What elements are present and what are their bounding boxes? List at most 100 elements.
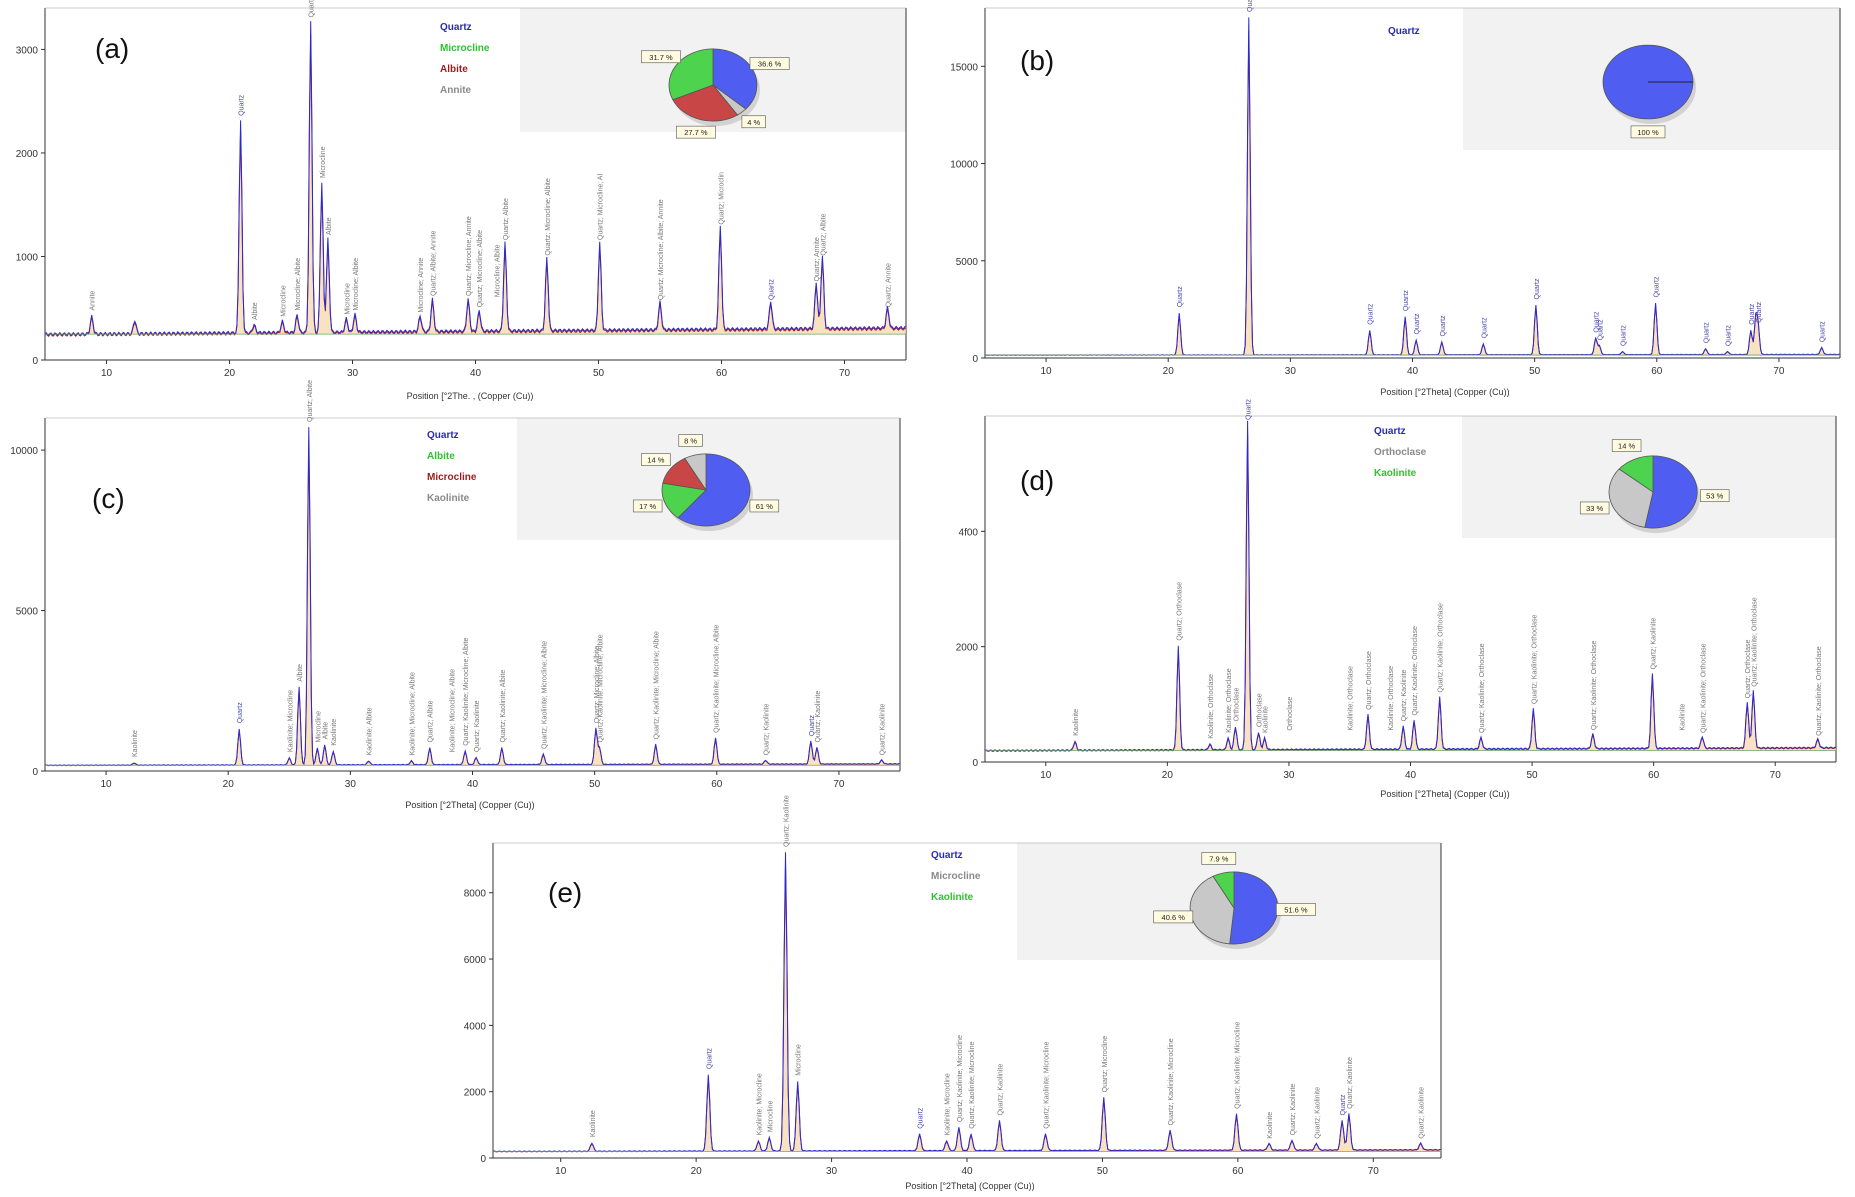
peak-label: Quartz; Kaolinite; Orthoclase — [1531, 615, 1538, 705]
peak-label: Quartz; Kaolinite — [784, 795, 791, 847]
peak-label: Quartz; Kaolinite — [815, 691, 822, 743]
x-tick-label: 40 — [1405, 770, 1417, 781]
peak-label: Quartz; Kaolinite; Microcline — [957, 1035, 964, 1122]
pie-label: 31.7 % — [649, 53, 673, 62]
peak-label: Kaolinite; Microcline — [945, 1073, 952, 1135]
peak-label: Kaolinite — [1073, 709, 1080, 736]
y-tick-label: 0 — [32, 356, 38, 367]
peak-label: Quartz — [1368, 303, 1375, 325]
peak-label: Albite — [297, 664, 304, 682]
pie-label-box — [1276, 903, 1316, 916]
peak-label: Microcline — [280, 285, 287, 317]
x-tick-label: 10 — [555, 1166, 567, 1177]
x-tick-label: 20 — [223, 779, 235, 790]
peak-label: Quartz; Microcline; Albite — [477, 230, 484, 308]
peak-label: Quartz; Kaolinite; Orthoclase — [1751, 597, 1758, 687]
peak-label: Quartz; Albite — [820, 214, 827, 256]
legend-entry: Microcline — [931, 871, 981, 882]
pie-label-box — [749, 57, 790, 70]
legend-entry: Albite — [440, 64, 468, 75]
x-tick-label: 40 — [1407, 366, 1419, 377]
x-tick-label: 30 — [347, 368, 359, 379]
series-observed — [44, 21, 907, 337]
x-tick-label: 70 — [839, 368, 851, 379]
peak-label: Quartz — [1594, 311, 1601, 333]
peak-label: Kaolinite; Microcline — [756, 1073, 763, 1135]
pie-slice — [661, 482, 707, 519]
peak-label: Quartz; Microcline — [1102, 1036, 1109, 1093]
y-tick-label: 4000 — [464, 1021, 487, 1032]
peak-label: Albite — [252, 302, 259, 320]
pie-slice — [1644, 455, 1698, 529]
legend-entry: Quartz — [1374, 426, 1406, 437]
x-tick-label: 30 — [1283, 770, 1295, 781]
panel-a: 0 1000 2000 3000 10 20 30 40 50 60 70 Position [°2T… — [16, 0, 907, 401]
peak-label: Albite — [323, 722, 330, 740]
x-tick-label: 20 — [691, 1166, 703, 1177]
y-tick-label: 2000 — [16, 149, 39, 160]
peak-label: Kaolinite; Microcline; Albite — [409, 672, 416, 755]
x-tick-label: 50 — [593, 368, 605, 379]
peak-label: Quartz — [1481, 317, 1488, 339]
y-tick-label: 2000 — [956, 643, 979, 654]
peak-label: Orthoclase — [1287, 697, 1294, 731]
peak-label: Quartz; Kaolinite; Orthoclase — [1438, 603, 1445, 693]
peak-label: Kaolinite; Orthoclase — [1226, 668, 1233, 733]
peak-label: Quartz; Albite — [309, 0, 316, 18]
peak-label: Quartz; Albite — [503, 198, 510, 240]
x-axis-label: Position [°2Theta] (Copper (Cu)) — [905, 1181, 1034, 1191]
peak-label: Quartz; Orthoclase — [1366, 651, 1373, 710]
peak-label: Quartz — [1597, 319, 1604, 341]
y-tick-label: 0 — [480, 1154, 486, 1165]
pie-label-box — [1579, 501, 1610, 515]
x-tick-label: 70 — [833, 779, 845, 790]
x-tick-label: 70 — [1773, 366, 1785, 377]
pie-slice — [684, 453, 707, 492]
pie-label-box — [632, 499, 663, 513]
peak-label: Quartz — [1403, 290, 1410, 312]
peak-label: Quartz — [1726, 325, 1733, 347]
legend-entry: Annite — [440, 85, 472, 96]
peak-label: Quartz; Kaolinite; Microcline; Albite — [654, 631, 661, 739]
peak-label: Quartz — [239, 94, 246, 116]
legend-entry: Kaolinite — [931, 892, 974, 903]
pie-label: 8 % — [684, 436, 697, 445]
peak-label: Microcline — [344, 283, 351, 315]
pie-label: 33 % — [1586, 504, 1603, 513]
peak-label: Microcline; Albite — [494, 244, 501, 297]
x-tick-label: 40 — [470, 368, 482, 379]
pie-label-box — [1700, 489, 1730, 503]
peak-label: Quartz; Kaolinite — [880, 704, 887, 756]
peak-label: Quartz; Kaolinite; Microcline — [1168, 1038, 1175, 1125]
panel-b: 0 5000 10000 15000 10 20 30 40 50 60 70 Position [°… — [950, 0, 1841, 397]
pie-label: 14 % — [1618, 442, 1635, 451]
peak-label: Quartz — [1704, 322, 1711, 344]
peak-label: Microcline; Annite — [418, 258, 425, 313]
pie-label-box — [678, 434, 703, 447]
pie-slice — [1212, 871, 1235, 910]
peak-label: Kaolinite; Orthoclase — [1208, 674, 1215, 739]
pie-label-box — [675, 125, 716, 139]
pie-label: 7.9 % — [1209, 854, 1229, 863]
peak-label: Quartz — [1414, 313, 1421, 335]
peak-label: Quartz — [1246, 398, 1253, 420]
peak-label: Quartz; Kaolinite — [474, 700, 481, 752]
x-tick-label: 60 — [1648, 770, 1660, 781]
pie-label-box — [1153, 910, 1194, 924]
peak-label: Kaolinite; Orthoclase — [1388, 666, 1395, 731]
x-tick-label: 70 — [1770, 770, 1782, 781]
peak-label: Kaolinite; Microcline; Albite — [450, 669, 457, 752]
x-tick-label: 50 — [1097, 1166, 1109, 1177]
peak-label: Quartz; Kaolinite — [1314, 1087, 1321, 1139]
peak-label: Quartz; Kaolinite — [1290, 1084, 1297, 1136]
peak-label: Quartz; Microcline; Al — [598, 174, 605, 241]
peak-label: Kaolinite — [132, 730, 139, 757]
peak-label: Quartz; Microcline; Albite — [594, 646, 601, 724]
peak-label: Quartz; Kaolinite — [1419, 1087, 1426, 1139]
peak-label: Quartz — [1654, 276, 1661, 298]
x-tick-label: 10 — [1040, 770, 1052, 781]
panel-e: 0 2000 4000 6000 8000 10 20 30 40 50 60 70 Position … — [464, 795, 1442, 1191]
panel-d: 0 2000 4f00 10 20 30 40 50 60 70 Position [°2Theta… — [956, 398, 1837, 799]
peak-label: Quartz — [1756, 301, 1763, 323]
x-axis-label: Position [°2The. , (Copper (Cu)) — [407, 391, 534, 401]
